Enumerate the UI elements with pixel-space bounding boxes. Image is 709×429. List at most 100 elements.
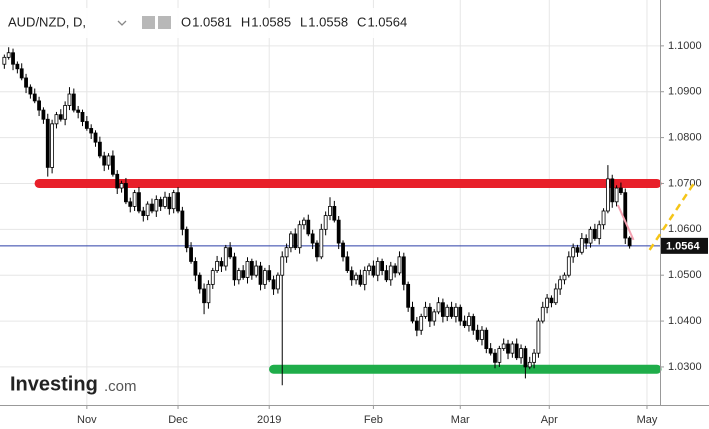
candle-body xyxy=(536,320,541,354)
candle-body xyxy=(262,270,267,285)
plot xyxy=(0,47,662,386)
ohlc-readout: O 1.0581 H 1.0585 L 1.0558 C 1.0564 xyxy=(181,14,407,29)
candle-body xyxy=(436,302,441,313)
candle-body xyxy=(202,288,206,304)
settings-icon[interactable] xyxy=(142,16,155,29)
x-tick-label: 2019 xyxy=(257,414,281,426)
candle-body xyxy=(284,247,289,258)
candle-body xyxy=(206,283,211,304)
candle-body xyxy=(414,320,419,331)
candle-body xyxy=(475,329,480,340)
candle-body xyxy=(423,306,428,317)
candle-body xyxy=(393,265,398,274)
trend-line xyxy=(648,181,696,251)
y-tick-label: 1.0700 xyxy=(668,177,702,189)
candle-body xyxy=(458,306,463,322)
candle-body xyxy=(605,178,610,212)
candle-body xyxy=(80,111,85,122)
candle-body xyxy=(375,261,380,276)
candle-body xyxy=(176,192,180,212)
ohlc-label: H xyxy=(241,14,250,29)
candle-body xyxy=(562,274,567,281)
candle-body xyxy=(471,316,476,331)
y-tick-label: 1.0800 xyxy=(668,132,702,144)
candle-body xyxy=(367,265,371,272)
candle-body xyxy=(37,100,41,111)
candle-body xyxy=(584,238,589,244)
candle-body xyxy=(302,219,306,226)
candle-body xyxy=(158,199,163,207)
candle-body xyxy=(228,247,233,258)
candle-body xyxy=(497,348,502,363)
candle-body xyxy=(336,219,341,244)
candle-body xyxy=(427,306,432,322)
candle-body xyxy=(445,306,450,317)
candle-body xyxy=(406,283,411,308)
candle-body xyxy=(440,302,445,317)
symbol: AUD/NZD, D, xyxy=(8,14,86,29)
candle-body xyxy=(24,77,28,88)
ohlc-label: C xyxy=(357,14,366,29)
candle-body xyxy=(532,352,536,363)
candle-body xyxy=(332,205,337,221)
candle-body xyxy=(388,265,393,281)
candle-body xyxy=(592,228,597,239)
candle-body xyxy=(566,256,571,276)
candle-body xyxy=(11,52,15,65)
candle-body xyxy=(467,316,471,327)
dropdown-icon[interactable] xyxy=(117,20,127,26)
candle-body xyxy=(236,270,241,281)
x-tick-label: Mar xyxy=(451,414,470,426)
candle-body xyxy=(219,261,224,267)
hide-icon[interactable] xyxy=(158,16,171,29)
candle-body xyxy=(280,256,285,276)
candle-body xyxy=(488,348,493,354)
ohlc-value: 1.0558 xyxy=(308,14,348,29)
candle-body xyxy=(241,270,246,278)
candle-body xyxy=(289,233,293,249)
x-tick-label: Dec xyxy=(168,414,188,426)
candle-body xyxy=(189,247,193,262)
candle-body xyxy=(19,68,24,79)
candle-body xyxy=(124,183,128,203)
candle-body xyxy=(89,128,94,134)
candle-body xyxy=(588,228,593,244)
candle-body xyxy=(575,247,580,253)
candle-body xyxy=(50,123,55,168)
y-tick-label: 1.1000 xyxy=(668,40,702,52)
candle-body xyxy=(245,261,250,278)
candle-body xyxy=(163,196,167,207)
candle-body xyxy=(610,178,615,203)
candle-body xyxy=(249,261,254,276)
candle-body xyxy=(354,274,358,281)
candle-body xyxy=(601,210,606,226)
candle-body xyxy=(197,274,202,290)
candle-body xyxy=(627,237,632,247)
candle-body xyxy=(141,210,146,216)
candle-body xyxy=(106,155,111,166)
candle-body xyxy=(41,109,46,120)
candle-body xyxy=(419,316,424,331)
candle-body xyxy=(341,242,345,258)
candle-body xyxy=(506,343,510,354)
candle-body xyxy=(171,192,176,210)
x-tick-label: Feb xyxy=(364,414,383,426)
candle-body xyxy=(110,155,115,175)
y-tick-label: 1.0400 xyxy=(668,315,702,327)
candle-body xyxy=(119,183,124,189)
candle-body xyxy=(358,274,363,285)
candle-body xyxy=(614,187,619,203)
candle-body xyxy=(271,279,276,290)
candle-body xyxy=(293,233,298,249)
candle-body xyxy=(145,203,150,216)
candle-body xyxy=(519,348,523,359)
candle-body xyxy=(523,348,528,368)
candle-body xyxy=(345,256,350,272)
candle-body xyxy=(571,247,576,258)
axes: 1.0300 1.0400 1.0500 1.0600 1.0700 1.0800 1.09… xyxy=(77,40,702,426)
candle-body xyxy=(380,261,385,272)
logo-suffix: .com xyxy=(104,378,137,395)
candle-body xyxy=(480,329,484,340)
